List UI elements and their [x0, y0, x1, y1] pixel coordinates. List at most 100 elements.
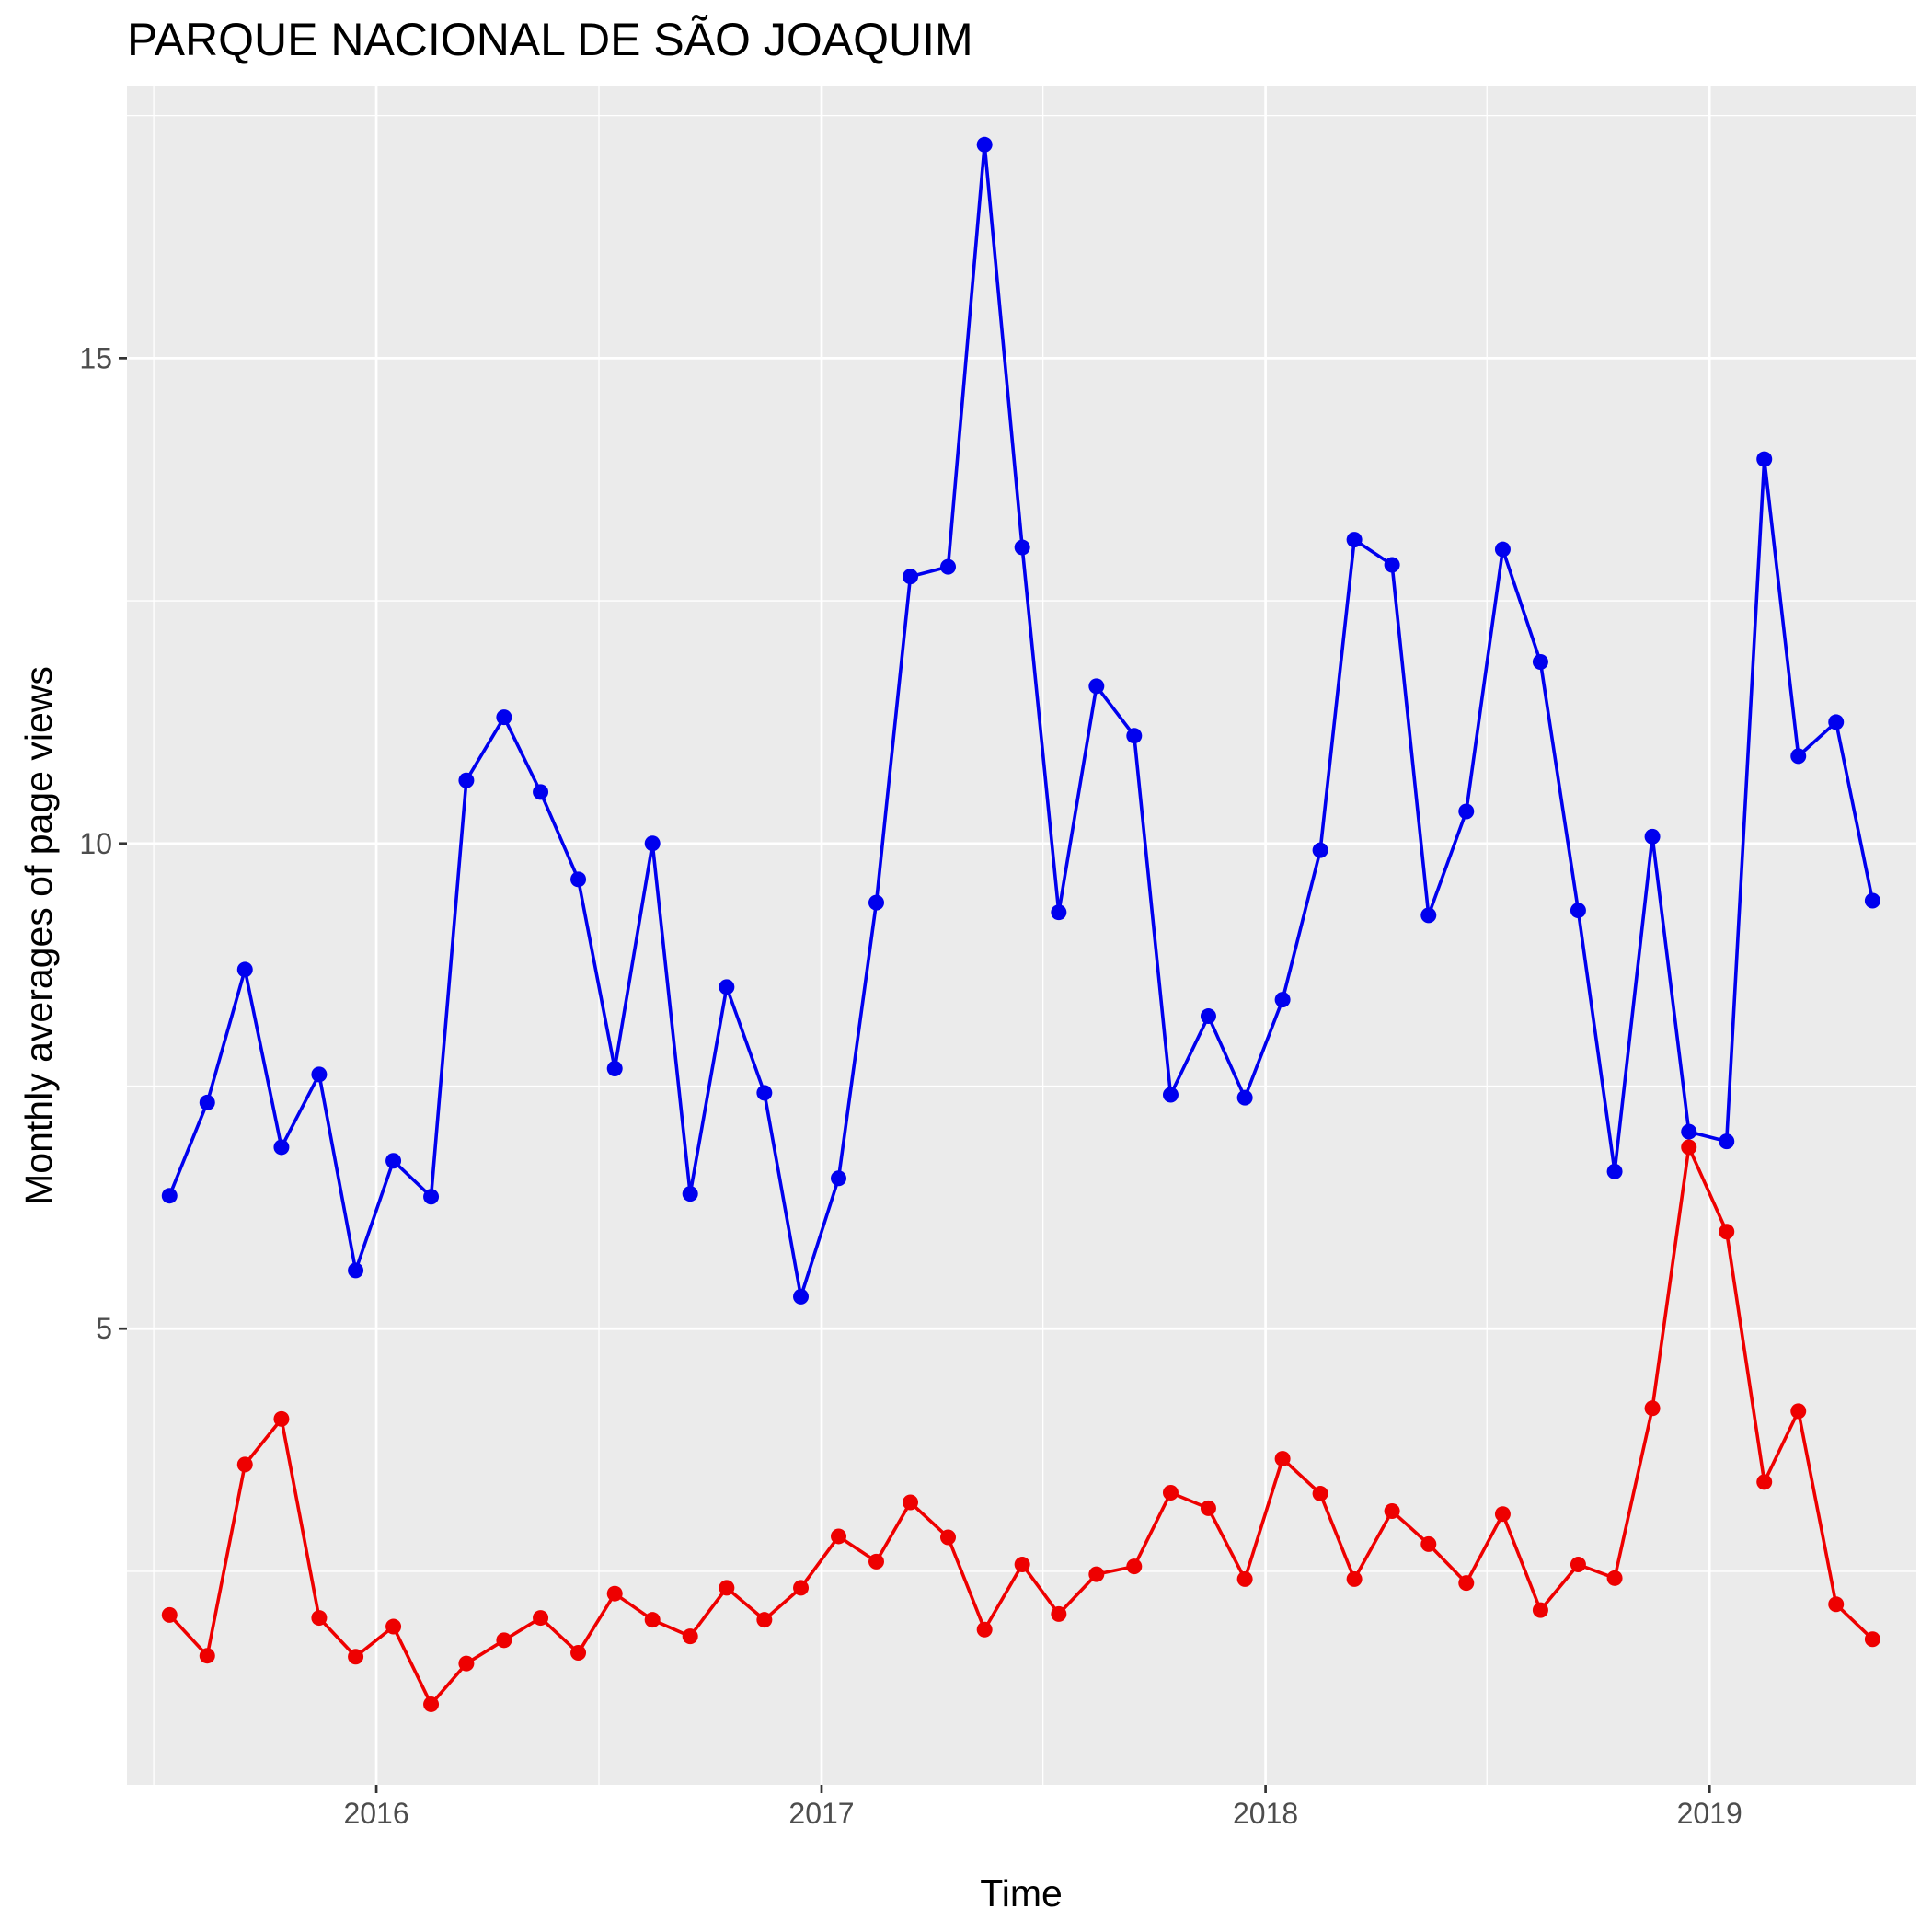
data-point [1828, 714, 1845, 730]
data-point [682, 1186, 698, 1202]
data-series [161, 136, 1880, 1712]
data-point [1532, 1602, 1548, 1618]
data-point [1312, 1486, 1328, 1502]
data-point [1828, 1596, 1845, 1613]
data-point [1200, 1008, 1216, 1025]
x-tick-label: 2019 [1677, 1797, 1742, 1830]
data-point [385, 1153, 402, 1169]
data-point [1420, 907, 1437, 924]
data-point [793, 1580, 810, 1596]
data-point [606, 1585, 623, 1602]
data-point [236, 1456, 253, 1473]
plot-panel [127, 86, 1916, 1785]
data-point [1458, 803, 1475, 820]
data-point [1051, 1605, 1067, 1622]
data-point [1570, 1557, 1586, 1573]
data-point [1644, 1400, 1661, 1417]
data-point [348, 1649, 364, 1665]
data-point [976, 1621, 993, 1638]
data-point [1681, 1139, 1697, 1156]
data-point [161, 1606, 178, 1623]
data-point [756, 1612, 773, 1628]
data-point [1236, 1089, 1253, 1106]
data-point [533, 1610, 549, 1627]
data-point [1088, 1566, 1105, 1582]
data-point [348, 1262, 364, 1279]
data-point [1606, 1570, 1623, 1586]
data-point [831, 1170, 847, 1187]
series-1 [161, 136, 1880, 1305]
series-2 [161, 1139, 1880, 1712]
data-point [1790, 748, 1807, 765]
data-point [903, 569, 919, 585]
data-point [1384, 1503, 1400, 1520]
data-point [496, 1632, 512, 1649]
data-point [1570, 903, 1586, 919]
data-point [1644, 828, 1661, 845]
data-point [682, 1628, 698, 1645]
data-point [1756, 451, 1773, 467]
data-point [903, 1494, 919, 1511]
data-point [496, 709, 512, 726]
data-point [1051, 904, 1067, 921]
x-axis-title: Time [980, 1872, 1063, 1915]
data-point [458, 772, 475, 788]
data-point [1274, 1451, 1291, 1467]
x-tick-label: 2018 [1233, 1797, 1298, 1830]
data-point [1864, 892, 1880, 909]
data-point [1681, 1123, 1697, 1140]
data-point [1494, 541, 1511, 558]
chart-title: PARQUE NACIONAL DE SÃO JOAQUIM [127, 14, 973, 65]
data-point [940, 1529, 957, 1546]
data-point [1346, 532, 1363, 548]
data-point [199, 1648, 215, 1664]
data-point [1126, 728, 1143, 744]
data-point [1274, 992, 1291, 1008]
data-point [1312, 842, 1328, 858]
data-point [199, 1094, 215, 1110]
data-point [1458, 1575, 1475, 1592]
data-point [1756, 1474, 1773, 1490]
data-point [940, 558, 957, 575]
grid-lines [127, 86, 1916, 1785]
data-point [719, 1580, 735, 1596]
axes: 2016 2017 2018 2019 5 10 15 [79, 341, 1742, 1830]
data-point [1719, 1224, 1735, 1240]
data-point [1606, 1163, 1623, 1179]
y-tick-label: 15 [79, 341, 112, 374]
data-point [1346, 1570, 1363, 1587]
data-point [1790, 1403, 1807, 1420]
y-axis-title: Monthly averages of page views [17, 666, 60, 1205]
data-point [1420, 1535, 1437, 1552]
data-point [868, 894, 884, 911]
data-point [644, 835, 661, 852]
data-point [458, 1655, 475, 1672]
x-tick-label: 2016 [343, 1797, 408, 1830]
data-point [976, 136, 993, 153]
data-point [385, 1618, 402, 1635]
x-tick-label: 2017 [788, 1797, 854, 1830]
data-point [1200, 1500, 1216, 1516]
data-point [311, 1066, 328, 1083]
data-point [606, 1061, 623, 1077]
data-point [236, 961, 253, 978]
data-point [161, 1188, 178, 1204]
y-tick-label: 10 [79, 827, 112, 860]
data-point [1719, 1133, 1735, 1150]
data-point [1162, 1087, 1179, 1103]
data-point [793, 1288, 810, 1305]
data-point [868, 1553, 884, 1570]
data-point [273, 1139, 290, 1156]
data-point [570, 871, 587, 888]
data-point [570, 1645, 587, 1662]
data-point [1088, 678, 1105, 695]
data-point [311, 1610, 328, 1627]
data-point [756, 1085, 773, 1101]
data-point [1126, 1558, 1143, 1575]
data-point [1014, 1557, 1030, 1573]
data-point [533, 784, 549, 800]
data-point [1236, 1570, 1253, 1587]
data-point [423, 1189, 440, 1205]
data-point [719, 979, 735, 995]
